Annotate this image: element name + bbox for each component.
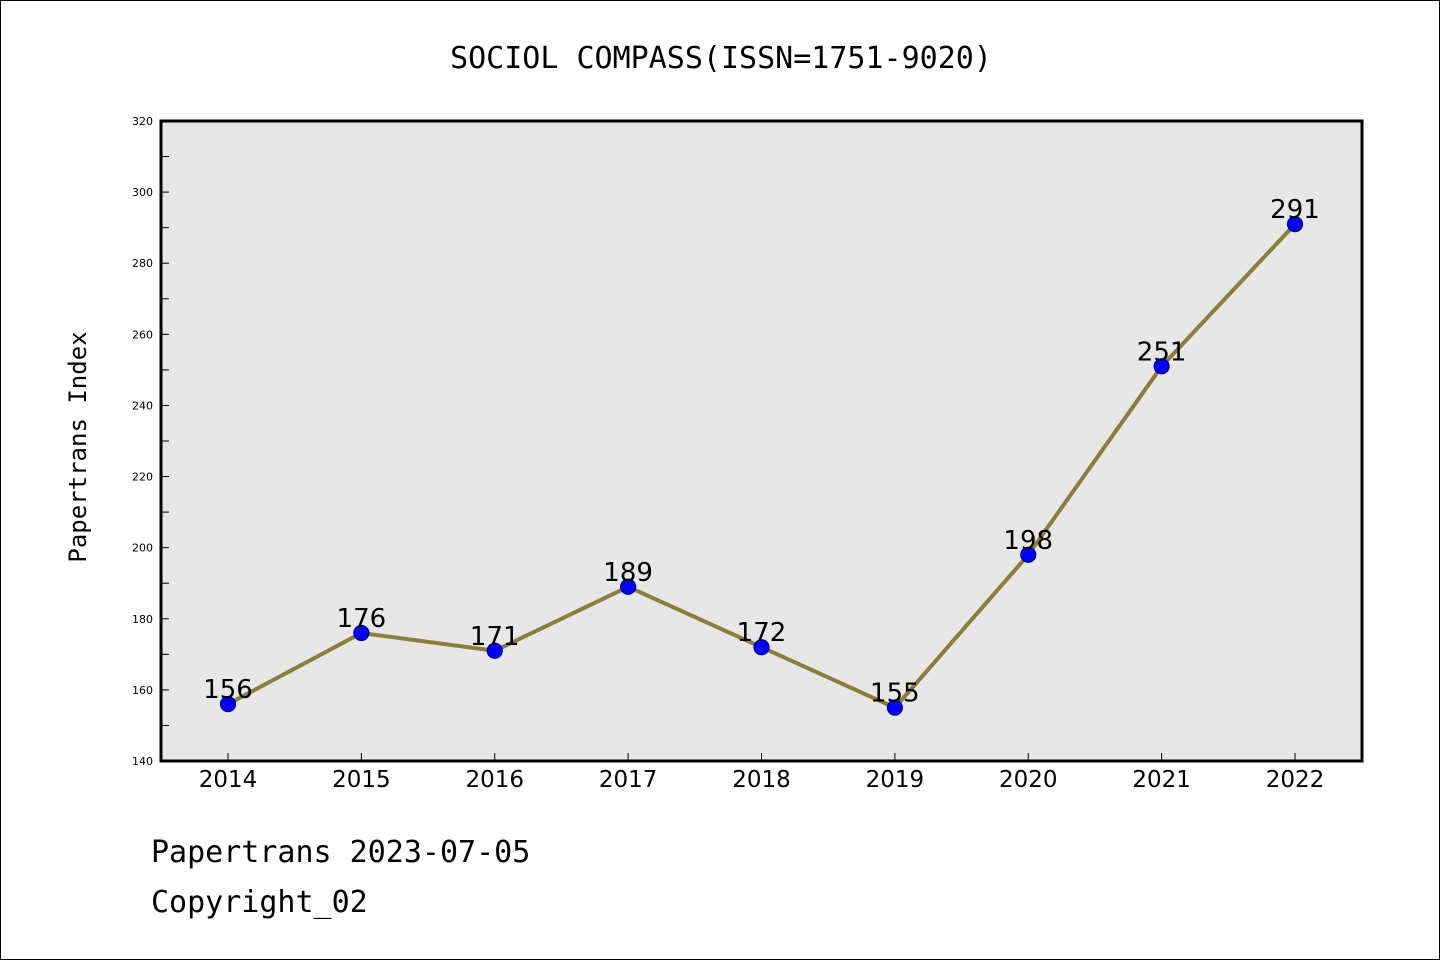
data-point (1153, 358, 1170, 375)
data-label: 155 (870, 679, 920, 709)
data-point (886, 699, 903, 716)
data-point (1020, 546, 1037, 563)
x-tick-label: 2015 (332, 767, 391, 793)
x-tick-label: 2018 (732, 767, 791, 793)
x-tick-label: 2020 (999, 767, 1058, 793)
data-label: 171 (470, 622, 520, 652)
x-tick-label: 2019 (866, 767, 925, 793)
x-tick-label: 2021 (1132, 767, 1191, 793)
data-label: 156 (203, 675, 253, 705)
y-tick-label: 280 (132, 257, 153, 270)
data-label: 172 (737, 618, 787, 648)
y-tick-label: 140 (132, 755, 153, 768)
y-axis-label: Papertrans Index (64, 331, 92, 562)
x-tick-label: 2022 (1266, 767, 1325, 793)
data-point (486, 642, 503, 659)
data-label: 198 (1003, 526, 1053, 556)
y-tick-label: 260 (132, 328, 153, 341)
y-tick-label: 220 (132, 471, 153, 484)
y-tick-label: 320 (132, 115, 153, 128)
data-label-layer: 156 176 171 189 172 155 198 251 291 (203, 195, 1320, 709)
data-point (753, 639, 770, 656)
data-label: 189 (603, 558, 653, 588)
data-label: 176 (337, 604, 387, 634)
x-tick-label: 2016 (465, 767, 524, 793)
data-label: 251 (1137, 337, 1187, 367)
plot-area (159, 119, 1364, 763)
footer-date-line: Papertrans 2023-07-05 (151, 835, 531, 870)
y-tick-label: 160 (132, 684, 153, 697)
data-point (1286, 216, 1304, 233)
footer-copyright-line: Copyright_02 (151, 885, 368, 920)
chart-title: SOCIOL COMPASS(ISSN=1751-9020) (450, 41, 992, 76)
data-point (219, 696, 237, 713)
series-layer (219, 216, 1304, 716)
data-point (620, 578, 637, 595)
y-tick-label: 300 (132, 186, 153, 199)
x-axis-ticks: 2014 2015 2016 2017 2018 2019 2020 2021 2022 (199, 753, 1325, 793)
data-label: 291 (1270, 195, 1320, 225)
x-tick-label: 2014 (199, 767, 258, 793)
x-tick-label: 2017 (599, 767, 658, 793)
y-axis-ticks: 140 160 180 200 220 240 260 280 300 320 (132, 115, 169, 768)
y-tick-label: 240 (132, 399, 153, 412)
y-tick-label: 180 (132, 613, 153, 626)
data-point (353, 624, 370, 642)
y-tick-label: 200 (132, 542, 153, 555)
